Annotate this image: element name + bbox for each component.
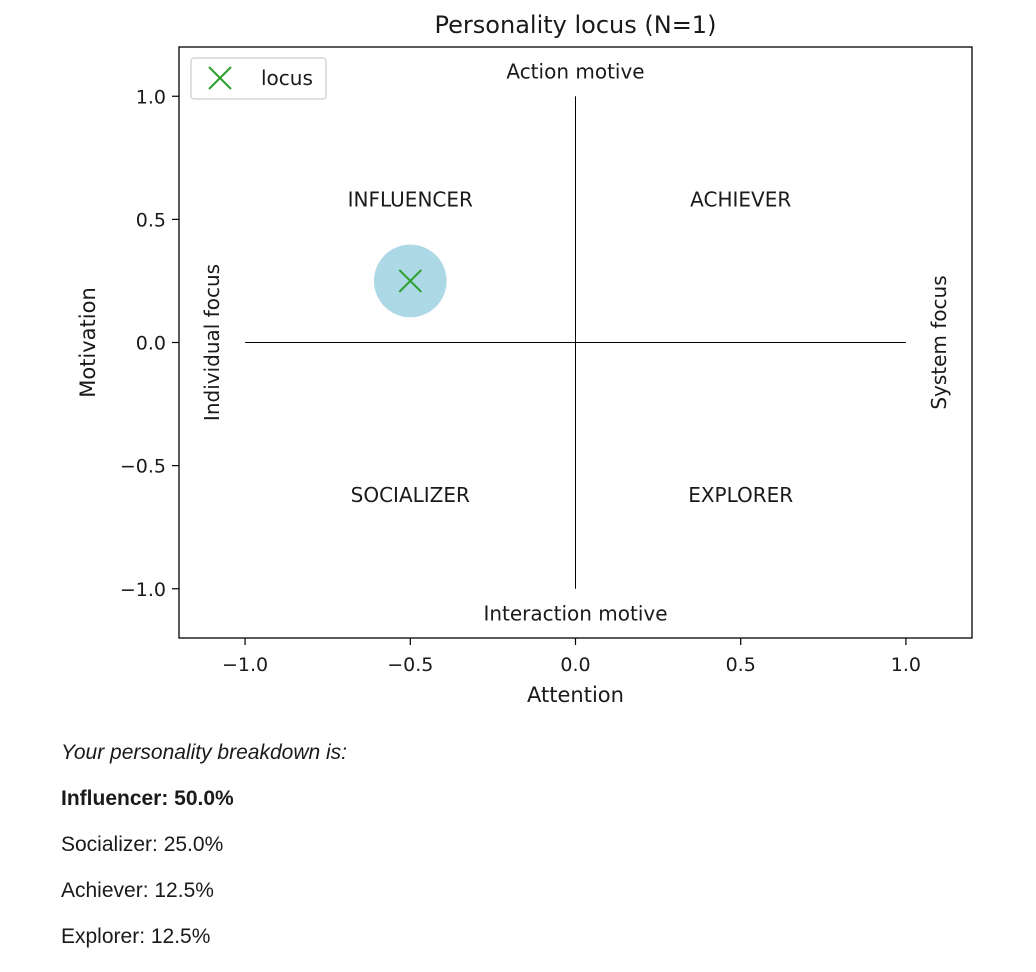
motive-label: Action motive bbox=[506, 60, 644, 84]
breakdown-item-explorer: Explorer: 12.5% bbox=[61, 925, 211, 948]
y-tick-label: −1.0 bbox=[120, 579, 166, 601]
y-tick-label: 1.0 bbox=[136, 86, 166, 108]
x-tick-label: 0.0 bbox=[560, 654, 590, 676]
personality-locus-chart: Personality locus (N=1) −1.0 −0.5 0.0 0.5 1.0… bbox=[76, 11, 973, 707]
focus-label: System focus bbox=[927, 275, 951, 409]
y-tick-label: −0.5 bbox=[120, 456, 166, 478]
x-tick-label: −0.5 bbox=[387, 654, 433, 676]
x-tick-label: −1.0 bbox=[222, 654, 268, 676]
y-tick-label: 0.0 bbox=[136, 333, 166, 355]
y-axis-label: Motivation bbox=[76, 287, 100, 398]
x-axis-label: Attention bbox=[527, 683, 624, 707]
motive-label: Interaction motive bbox=[483, 601, 667, 625]
y-tick-label: 0.5 bbox=[136, 209, 166, 231]
quadrant-label-influencer: INFLUENCER bbox=[348, 188, 473, 212]
breakdown-intro: Your personality breakdown is: bbox=[61, 741, 347, 764]
chart-title: Personality locus (N=1) bbox=[435, 11, 717, 39]
breakdown-item-achiever: Achiever: 12.5% bbox=[61, 879, 214, 902]
breakdown-item-influencer: Influencer: 50.0% bbox=[61, 787, 234, 810]
locus-point bbox=[398, 269, 422, 293]
quadrant-label-socializer: SOCIALIZER bbox=[351, 483, 470, 507]
legend-label: locus bbox=[261, 66, 313, 90]
x-tick-label: 1.0 bbox=[891, 654, 921, 676]
quadrant-label-achiever: ACHIEVER bbox=[690, 188, 791, 212]
chart-svg: Personality locus (N=1) −1.0 −0.5 0.0 0.5 1.0… bbox=[76, 11, 973, 707]
legend-marker bbox=[208, 66, 232, 90]
legend-box bbox=[190, 57, 327, 100]
x-tick-label: 0.5 bbox=[726, 654, 756, 676]
personality-breakdown: Your personality breakdown is: Influence… bbox=[61, 738, 1001, 952]
focus-label: Individual focus bbox=[200, 264, 224, 421]
quadrant-label-explorer: EXPLORER bbox=[688, 483, 793, 507]
breakdown-item-socializer: Socializer: 25.0% bbox=[61, 833, 224, 856]
